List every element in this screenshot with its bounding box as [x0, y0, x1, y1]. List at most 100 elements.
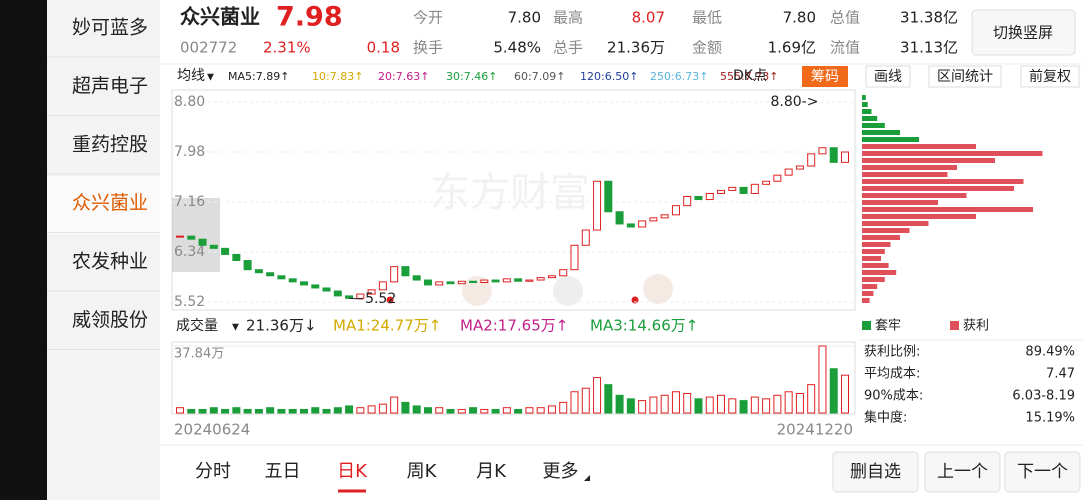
action-label: 下一个: [1017, 462, 1068, 482]
candle: [254, 269, 263, 274]
chip-bar: [862, 291, 874, 296]
ma-value: 120:6.50↑: [580, 70, 638, 83]
chip-bar: [862, 109, 872, 114]
rotate-label: 切换竖屏: [993, 24, 1053, 42]
volume-bar: [750, 396, 759, 414]
candle: [311, 284, 320, 289]
volume-ma: MA3:14.66万↑: [590, 317, 698, 335]
zoom-button[interactable]: [643, 274, 673, 304]
legend-swatch: [862, 321, 871, 330]
volume-bar: [232, 407, 241, 414]
chip-bar: [862, 298, 870, 303]
action-button[interactable]: [1004, 451, 1081, 493]
volume-bar: [660, 394, 669, 414]
volume-bar: [446, 408, 455, 414]
tab[interactable]: 日K: [337, 461, 368, 482]
volume-bar: [277, 408, 286, 414]
candle: [694, 196, 703, 201]
quote-value: 31.38亿: [900, 9, 958, 27]
volume-bar: [187, 408, 196, 414]
candle: [322, 287, 331, 292]
tab[interactable]: 周K: [407, 461, 438, 482]
start-date: 20240624: [174, 421, 250, 439]
chip-bar: [862, 249, 885, 254]
tab[interactable]: 五日: [265, 461, 301, 482]
candle: [536, 277, 545, 281]
chip-bar: [862, 235, 900, 240]
chip-bar: [862, 137, 919, 142]
action-button[interactable]: [832, 451, 919, 493]
volume-ma: MA1:24.77万↑: [333, 317, 441, 335]
candle: [480, 279, 489, 283]
candle: [638, 220, 647, 228]
volume-bar: [717, 394, 726, 414]
chip-bar: [862, 165, 957, 170]
volume-bar: [547, 405, 556, 414]
chip-button[interactable]: [802, 66, 848, 87]
y-tick-label: 7.16: [174, 194, 205, 210]
chip-bar: [862, 102, 868, 107]
volume-bar: [243, 408, 252, 414]
y-tick-label: 5.52: [174, 294, 205, 310]
tab[interactable]: 月K: [476, 461, 507, 482]
sidebar-item[interactable]: 妙可蓝多: [72, 17, 148, 39]
quote-label: 最高: [553, 9, 583, 27]
chip-bar: [862, 172, 948, 177]
quote-value: 31.13亿: [900, 39, 958, 57]
action-button[interactable]: [924, 451, 1001, 493]
y-tick-label: 8.80: [174, 94, 205, 110]
chip-bar: [862, 207, 1033, 212]
candle: [829, 147, 838, 163]
sidebar-item[interactable]: 农发种业: [72, 251, 148, 273]
volume-bar: [818, 345, 827, 414]
volume-bar: [345, 405, 354, 414]
volume-bar: [221, 408, 230, 414]
tab[interactable]: 分时: [195, 461, 231, 482]
chip-bar: [862, 144, 976, 149]
volume-bar: [514, 408, 523, 414]
candle: [446, 281, 455, 285]
volume-bar: [705, 396, 714, 414]
tool-button[interactable]: [865, 65, 911, 88]
tool-button[interactable]: [1020, 65, 1080, 88]
tab[interactable]: 更多: [543, 461, 579, 482]
chip-bar: [862, 214, 976, 219]
ma-value: 250:6.73↑: [650, 70, 708, 83]
dk-point[interactable]: DK点: [733, 68, 767, 84]
candle: [502, 278, 511, 283]
volume-bar: [593, 377, 602, 414]
chip-bar: [862, 200, 938, 205]
volume-bar: [491, 408, 500, 414]
chip-bar: [862, 263, 889, 268]
candle: [491, 279, 500, 283]
chip-bar: [862, 221, 929, 226]
volume-bar: [525, 407, 534, 414]
prev-button[interactable]: [462, 276, 492, 306]
scroll-handle[interactable]: [172, 198, 220, 272]
stock-name: 众兴菌业: [180, 5, 260, 29]
stat-value: 6.03-8.19: [1012, 389, 1075, 404]
candle: [762, 180, 771, 185]
candle: [356, 293, 365, 299]
volume-bar: [683, 393, 692, 414]
action-label: 上一个: [937, 462, 988, 482]
candle: [209, 244, 218, 249]
sidebar-item[interactable]: 众兴菌业: [72, 192, 148, 214]
sidebar-item[interactable]: 威领股份: [72, 309, 148, 331]
change-pct: 2.31%: [263, 39, 311, 57]
ma-value: 20:7.63↑: [378, 70, 429, 83]
sidebar-item[interactable]: 重药控股: [72, 134, 148, 156]
candle: [187, 235, 196, 240]
tool-button[interactable]: [928, 65, 1002, 88]
candle: [615, 211, 624, 225]
code: 002772: [180, 39, 237, 57]
volume-bar: [762, 398, 771, 414]
sidebar-item[interactable]: 超声电子: [72, 75, 148, 97]
quote-value: 7.80: [508, 9, 541, 27]
rotate-button[interactable]: [971, 9, 1076, 56]
candle: [739, 186, 748, 194]
next-button[interactable]: [553, 276, 583, 306]
volume-bar: [604, 384, 613, 414]
end-date: 20241220: [777, 421, 853, 439]
volume-bar: [176, 407, 184, 414]
